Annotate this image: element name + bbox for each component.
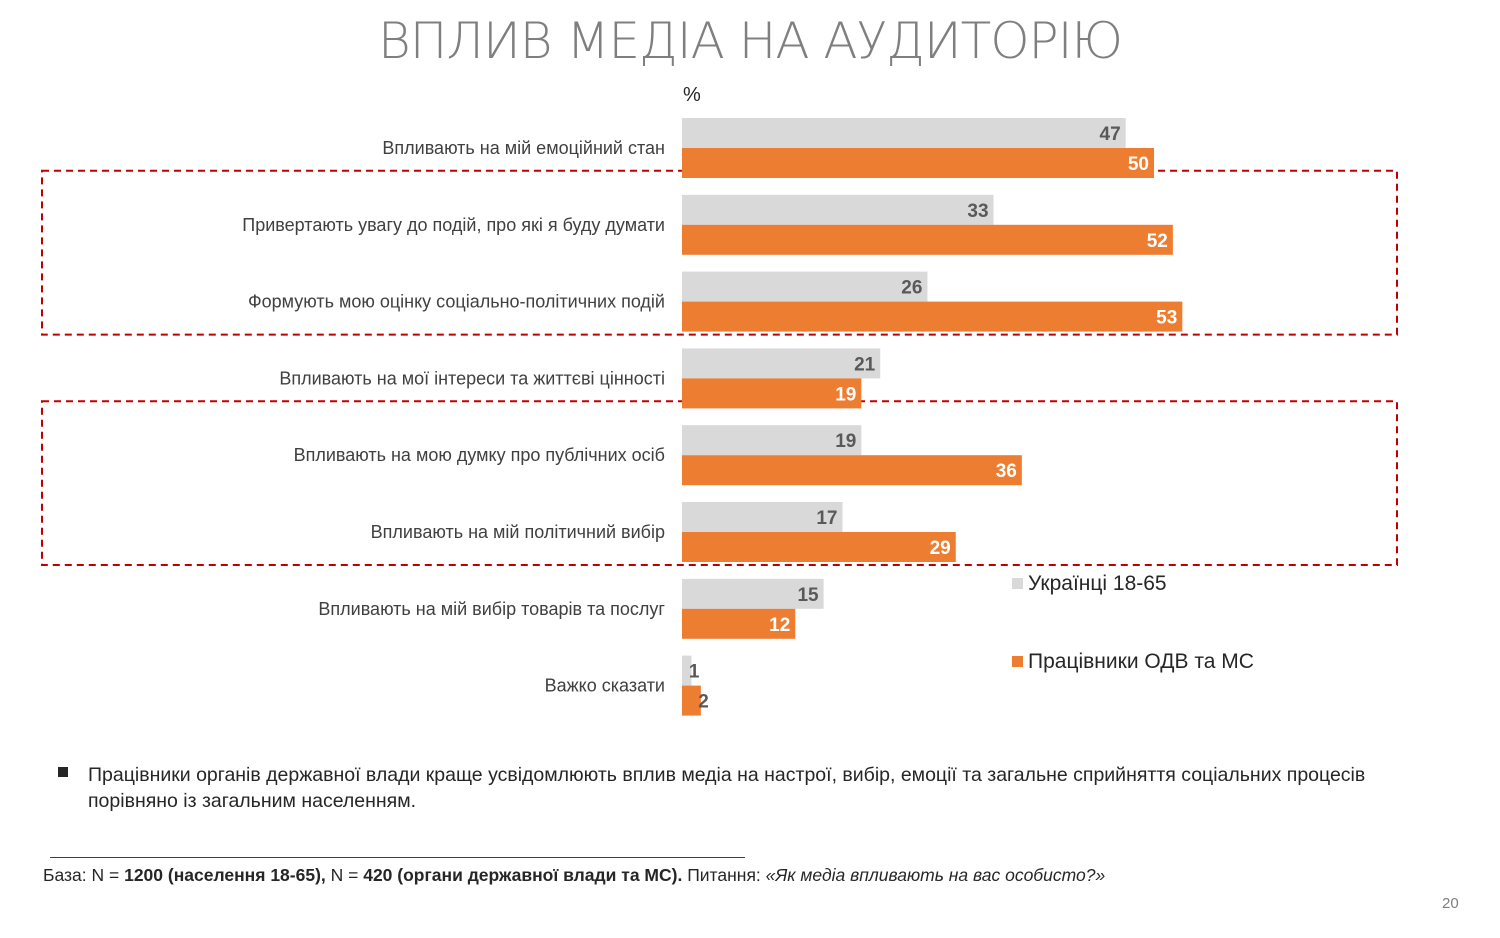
bar-officials <box>682 148 1154 178</box>
legend-item-officials: Працівники ОДВ та МС <box>1012 650 1254 674</box>
category-label: Впливають на мою думку про публічних осі… <box>294 445 665 465</box>
footnote-divider <box>50 857 745 858</box>
category-label: Важко сказати <box>545 676 665 696</box>
bar-officials <box>682 301 1183 332</box>
footnote-question: «Як медіа впливають на вас особисто?» <box>765 865 1106 885</box>
data-label: 26 <box>901 278 922 299</box>
bullet-square-icon <box>58 767 68 777</box>
legend-label-ukrainians: Українці 18-65 <box>1028 572 1167 595</box>
data-label: 29 <box>930 538 951 559</box>
category-label: Привертають увагу до подій, про які я бу… <box>242 215 665 235</box>
slide-title: ВПЛИВ МЕДІА НА АУДИТОРІЮ <box>378 12 1123 70</box>
bullet-text: Працівники органів державної влади краще… <box>88 764 1366 812</box>
data-label: 33 <box>967 201 988 222</box>
data-label: 17 <box>816 508 837 529</box>
category-label: Впливають на мій політичний вибір <box>371 522 665 542</box>
category-label: Впливають на мої інтереси та життєві цін… <box>279 368 665 388</box>
chart-unit-label: % <box>683 84 701 106</box>
bar-ukrainians <box>682 194 994 225</box>
legend-item-ukrainians: Українці 18-65 <box>1012 572 1167 596</box>
data-label: 53 <box>1156 308 1177 329</box>
data-label: 19 <box>835 431 856 452</box>
footnote-base-mid: N = <box>325 865 364 885</box>
data-label: 15 <box>797 585 819 606</box>
bar-ukrainians <box>682 502 843 532</box>
bar-ukrainians <box>682 118 1126 148</box>
bar-officials <box>682 685 701 716</box>
bar-officials <box>682 608 796 639</box>
data-label: 52 <box>1147 231 1168 252</box>
bar-ukrainians <box>682 348 881 379</box>
data-label: 50 <box>1128 154 1149 175</box>
category-label: Формують мою оцінку соціально-політичних… <box>248 292 665 312</box>
data-label: 12 <box>769 615 790 636</box>
data-label: 47 <box>1100 124 1121 145</box>
bar-officials <box>682 224 1173 255</box>
bar-chart: Впливають на мій емоційний стан 47 50 Приве… <box>41 118 1398 716</box>
footnote-question-prefix: Питання: <box>682 865 766 885</box>
data-label: 21 <box>854 354 876 375</box>
bars <box>682 118 1183 716</box>
bar-officials <box>682 378 862 409</box>
bar-ukrainians <box>682 578 824 609</box>
bar-officials <box>682 455 1022 486</box>
data-label: 19 <box>835 384 856 405</box>
footnote-base-prefix: База: N = <box>43 865 125 885</box>
bullet-point: Працівники органів державної влади краще… <box>58 762 1418 814</box>
page-number: 20 <box>1442 895 1459 912</box>
footnote-base-n2: 420 (органи державної влади та МС). <box>363 865 683 885</box>
footnote: База: N = 1200 (населення 18-65), N = 42… <box>43 865 1105 886</box>
legend-swatch-ukrainians <box>1012 578 1023 589</box>
footnote-base-n1: 1200 (населення 18-65), <box>124 865 326 885</box>
data-label: 1 <box>689 662 700 683</box>
bar-officials <box>682 532 956 562</box>
bar-ukrainians <box>682 425 862 456</box>
category-label: Впливають на мій вибір товарів та послуг <box>318 599 665 619</box>
labels: Впливають на мій емоційний стан 47 50 Приве… <box>242 124 1177 713</box>
data-label: 36 <box>996 461 1017 482</box>
bar-ukrainians <box>682 271 928 302</box>
data-label: 2 <box>698 692 709 713</box>
legend-swatch-officials <box>1012 656 1023 667</box>
bar-ukrainians <box>682 655 692 686</box>
category-label: Впливають на мій емоційний стан <box>382 138 665 158</box>
legend-label-officials: Працівники ОДВ та МС <box>1028 650 1254 673</box>
